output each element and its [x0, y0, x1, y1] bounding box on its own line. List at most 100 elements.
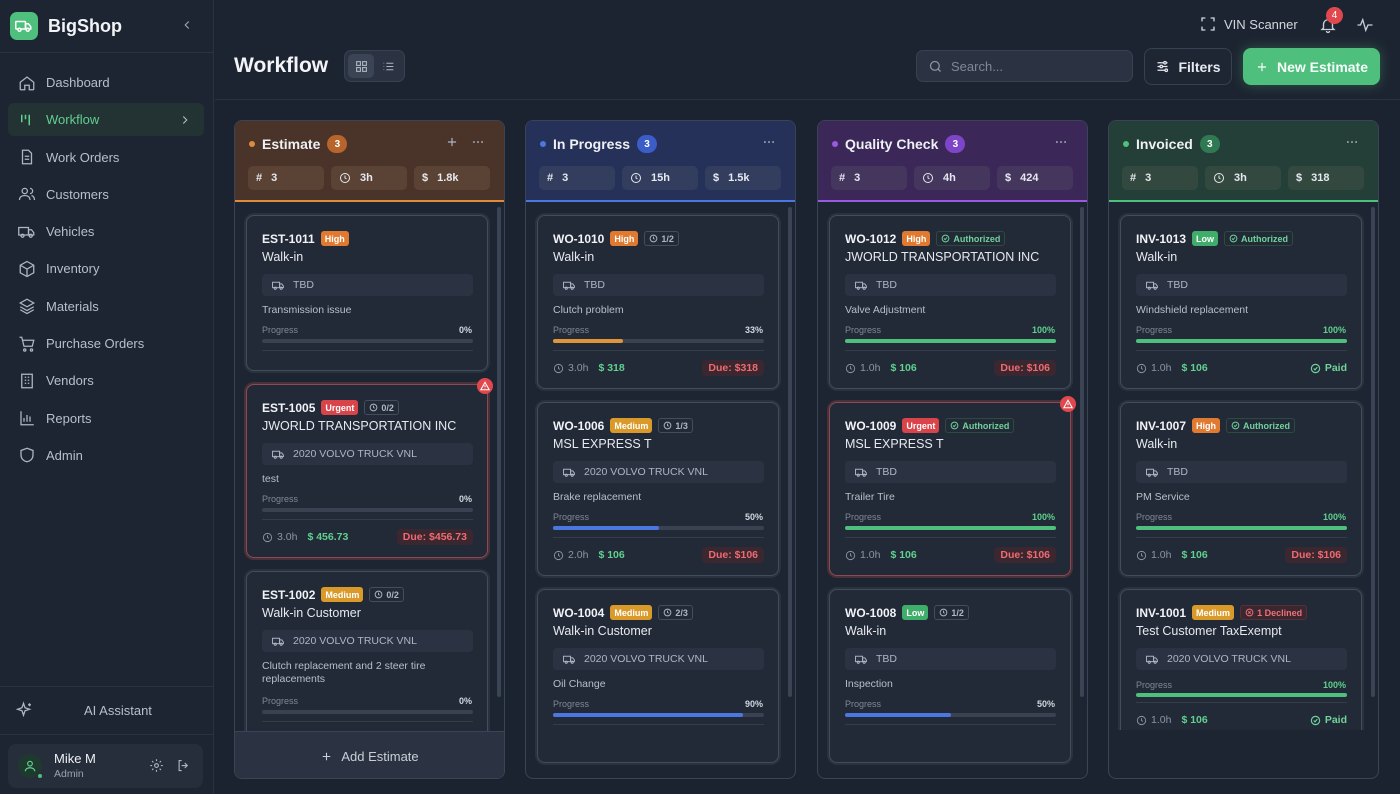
ai-assistant-button[interactable]: AI Assistant	[16, 700, 206, 720]
stat-count: #3	[539, 166, 615, 190]
clock-icon	[1136, 715, 1147, 725]
hours: 1.0h	[1136, 549, 1171, 561]
card-customer: Walk-in	[553, 250, 595, 264]
progress-label: Progress	[553, 512, 590, 522]
progress-value: 0%	[458, 325, 472, 335]
cart-icon	[18, 335, 36, 353]
more-options-icon[interactable]	[762, 135, 776, 149]
sidebar-item-inventory[interactable]: Inventory	[8, 252, 204, 285]
card-footer: 2.0h $ 106 Due: $106	[553, 546, 764, 564]
vehicle-label: TBD	[293, 279, 314, 291]
search-input[interactable]	[951, 51, 1126, 81]
sidebar-item-work-orders[interactable]: Work Orders	[8, 141, 204, 174]
x-circle-icon	[1245, 608, 1254, 617]
card-vehicle: TBD	[1136, 461, 1347, 483]
column-cards: INV-1013 Low Authorized Walk-in TBD Windsh…	[1109, 203, 1378, 730]
user-role: Admin	[54, 768, 84, 780]
brand[interactable]: BigShop	[10, 12, 122, 40]
scrollbar[interactable]	[788, 207, 792, 697]
progress-bar	[1136, 526, 1347, 530]
workflow-card[interactable]: EST-1011 High Walk-in TBD Transmission is…	[246, 215, 488, 371]
priority-badge: High	[1192, 418, 1221, 433]
workflow-card[interactable]: EST-1002 Medium 0/2 Walk-in Customer 2020 …	[246, 571, 488, 731]
hours: 1.0h	[1136, 362, 1171, 374]
stat-hours: 4h	[914, 166, 990, 190]
plus-icon	[323, 752, 331, 760]
sidebar-item-customers[interactable]: Customers	[8, 178, 204, 211]
chip-label: 0/2	[381, 402, 394, 413]
vehicle-label: 2020 VOLVO TRUCK VNL	[1167, 653, 1291, 665]
more-options-icon[interactable]	[1345, 135, 1359, 149]
card-description: test	[262, 473, 279, 485]
page-title: Workflow	[234, 54, 329, 77]
column-title-label: In Progress	[553, 136, 631, 152]
divider	[553, 724, 764, 725]
workflow-card[interactable]: INV-1013 Low Authorized Walk-in TBD Windsh…	[1120, 215, 1362, 389]
scrollbar[interactable]	[1371, 207, 1375, 697]
sidebar-item-reports[interactable]: Reports	[8, 402, 204, 435]
list-view-icon[interactable]	[375, 54, 401, 78]
amount: $ 106	[1181, 362, 1208, 374]
task-count-chip: 0/2	[364, 400, 399, 415]
dollar-icon: $	[1005, 172, 1012, 184]
sidebar-item-workflow[interactable]: Workflow	[8, 103, 204, 137]
collapse-sidebar-icon[interactable]	[180, 18, 194, 32]
amount: $ 318	[598, 362, 625, 374]
workflow-card[interactable]: EST-1005 Urgent 0/2 JWORLD TRANSPORTATION …	[246, 384, 488, 558]
workflow-card[interactable]: WO-1008 Low 1/2 Walk-in TBD Inspection Pro…	[829, 589, 1071, 763]
card-description: Clutch replacement and 2 steer tire repl…	[262, 660, 426, 685]
add-card-plus-icon[interactable]	[445, 135, 459, 149]
sidebar-item-label: Admin	[46, 447, 83, 463]
workflow-card[interactable]: WO-1010 High 1/2 Walk-in TBD Clutch proble…	[537, 215, 779, 389]
add-estimate-button[interactable]: Add Estimate	[235, 731, 504, 778]
filters-button[interactable]: Filters	[1144, 48, 1232, 85]
dollar-icon: $	[422, 172, 429, 184]
document-icon	[18, 148, 36, 166]
logout-icon[interactable]	[176, 758, 191, 773]
sidebar-item-purchase-orders[interactable]: Purchase Orders	[8, 327, 204, 360]
vehicle-label: 2020 VOLVO TRUCK VNL	[584, 466, 708, 478]
hours: 1.0h	[845, 362, 880, 374]
grid-view-icon[interactable]	[348, 54, 374, 78]
priority-badge: Medium	[321, 587, 364, 602]
progress-bar	[845, 526, 1056, 530]
scrollbar[interactable]	[1080, 207, 1084, 697]
sidebar-item-materials[interactable]: Materials	[8, 290, 204, 323]
scrollbar[interactable]	[497, 207, 501, 697]
column-stats: #3 15h $1.5k	[539, 166, 781, 190]
workflow-card[interactable]: WO-1012 High Authorized JWORLD TRANSPORTAT…	[829, 215, 1071, 389]
new-estimate-button[interactable]: New Estimate	[1243, 48, 1380, 85]
chip-label: Authorized	[953, 233, 1001, 244]
progress-bar	[553, 339, 764, 343]
column-title-label: Quality Check	[845, 136, 939, 152]
activity-pulse-icon[interactable]	[1356, 16, 1374, 34]
settings-gear-icon[interactable]	[149, 758, 164, 773]
paid-status: Paid	[1310, 714, 1347, 726]
workflow-card[interactable]: INV-1001 Medium 1 Declined Test Customer T…	[1120, 589, 1362, 730]
workflow-card[interactable]: WO-1006 Medium 1/3 MSL EXPRESS T 2020 VOLV…	[537, 402, 779, 576]
scan-icon	[1201, 17, 1215, 31]
card-description: Trailer Tire	[845, 491, 895, 503]
stat-amount-value: 318	[1311, 172, 1330, 184]
more-options-icon[interactable]	[1054, 135, 1068, 149]
vin-scanner-button[interactable]: VIN Scanner	[1200, 16, 1298, 32]
workflow-card[interactable]: INV-1007 High Authorized Walk-in TBD PM Se…	[1120, 402, 1362, 576]
task-count-chip: 1/2	[644, 231, 679, 246]
card-customer: JWORLD TRANSPORTATION INC	[262, 419, 457, 433]
authorized-chip: Authorized	[945, 418, 1015, 433]
sidebar-item-vendors[interactable]: Vendors	[8, 364, 204, 397]
card-vehicle: 2020 VOLVO TRUCK VNL	[262, 443, 473, 465]
column-title: Estimate 3	[249, 135, 348, 153]
workflow-card[interactable]: WO-1004 Medium 2/3 Walk-in Customer 2020 V…	[537, 589, 779, 763]
truck-icon	[855, 468, 867, 477]
column-in-progress: In Progress 3 #3 15h $1.5k WO-1010 High 1/…	[525, 120, 796, 779]
hours: 2.0h	[553, 549, 588, 561]
sidebar-item-admin[interactable]: Admin	[8, 439, 204, 472]
more-options-icon[interactable]	[471, 135, 485, 149]
sidebar-item-dashboard[interactable]: Dashboard	[8, 66, 204, 99]
workflow-card[interactable]: WO-1009 Urgent Authorized MSL EXPRESS T TB…	[829, 402, 1071, 576]
card-vehicle: TBD	[262, 274, 473, 296]
new-estimate-label: New Estimate	[1276, 58, 1369, 75]
avatar[interactable]	[18, 754, 44, 780]
sidebar-item-vehicles[interactable]: Vehicles	[8, 215, 204, 248]
